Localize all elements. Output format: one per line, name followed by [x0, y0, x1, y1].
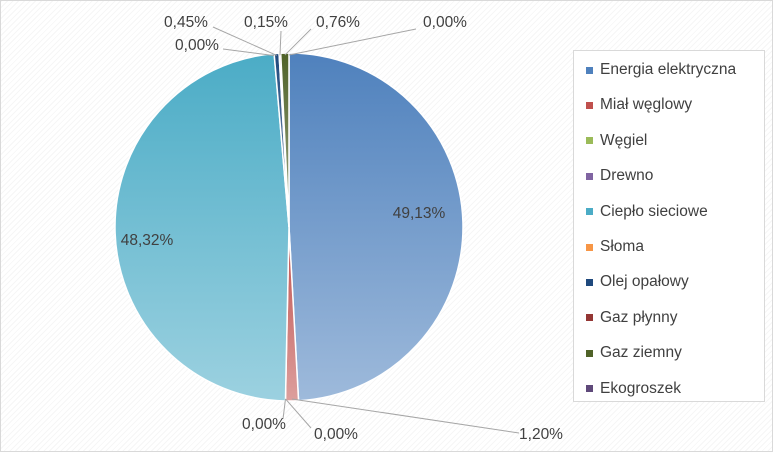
legend-item-mial-weglowy: Miał węglowy — [586, 95, 692, 115]
leader-line-sloma — [222, 48, 275, 57]
legend-label: Węgiel — [600, 131, 648, 149]
legend-swatch — [586, 349, 593, 357]
leader-line-gaz-plynny — [279, 30, 282, 56]
legend-swatch — [586, 101, 593, 109]
data-labels: 49,13% 1,20% 0,00% 0,00% 48,32% 0,00% 0,45% 0,1… — [121, 14, 563, 443]
data-label-ekogroszek: 0,00% — [423, 14, 467, 31]
data-label-gaz-ziemny: 0,76% — [316, 14, 360, 31]
data-label-cieplo-sieciowe: 48,32% — [121, 232, 174, 249]
pie-slice-gaz-ziemny — [279, 52, 290, 228]
legend-item-drewno: Drewno — [586, 166, 653, 186]
legend-swatch — [586, 243, 593, 251]
leader-line-drewno — [282, 398, 286, 420]
legend-label: Słoma — [600, 238, 644, 255]
legend-item-cieplo-sieciowe: Ciepło sieciowe — [586, 202, 708, 222]
legend-item-ekogroszek: Ekogroszek — [586, 379, 681, 399]
legend-swatch — [586, 314, 593, 322]
legend: Energia elektryczna Miał węglowy Węgiel Dre… — [573, 50, 765, 402]
leader-line-wegiel — [285, 398, 312, 429]
legend-item-wegiel: Węgiel — [586, 131, 647, 151]
legend-label: Olej opałowy — [600, 273, 689, 291]
leader-lines — [212, 26, 520, 434]
leader-line-ekogroszek — [288, 28, 417, 56]
legend-item-sloma: Słoma — [586, 237, 644, 257]
pie-slice-cieplo-sieciowe — [114, 52, 290, 402]
legend-swatch — [586, 66, 593, 74]
legend-item-gaz-plynny: Gaz płynny — [586, 308, 678, 328]
leader-line-gaz-ziemny — [284, 28, 312, 56]
legend-item-energia-elektryczna: Energia elektryczna — [586, 60, 736, 80]
data-label-mial-weglowy: 1,20% — [519, 426, 563, 443]
legend-swatch — [586, 208, 593, 216]
legend-label: Energia elektryczna — [600, 61, 737, 78]
legend-label: Gaz ziemny — [600, 344, 682, 362]
data-label-sloma: 0,00% — [175, 37, 219, 54]
legend-label: Ekogroszek — [600, 379, 681, 397]
data-label-olej-opalowy: 0,45% — [164, 14, 208, 31]
data-label-drewno: 0,00% — [242, 416, 286, 433]
leader-line-olej-opalowy — [212, 26, 277, 56]
legend-item-gaz-ziemny: Gaz ziemny — [586, 343, 682, 363]
legend-label: Drewno — [600, 167, 654, 185]
data-label-wegiel: 0,00% — [314, 426, 358, 443]
data-label-energia-elektryczna: 49,13% — [393, 205, 446, 222]
data-label-gaz-plynny: 0,15% — [244, 14, 288, 31]
pie-slices — [114, 52, 464, 402]
legend-label: Ciepło sieciowe — [600, 202, 708, 220]
legend-swatch — [586, 172, 593, 180]
legend-swatch — [586, 278, 593, 286]
legend-item-olej-opalowy: Olej opałowy — [586, 272, 689, 292]
legend-swatch — [586, 385, 593, 393]
legend-label: Gaz płynny — [600, 308, 678, 326]
legend-swatch — [586, 137, 593, 145]
leader-line-mial-weglowy — [291, 398, 520, 434]
pie-slice-energia-elektryczna — [288, 52, 464, 402]
legend-label: Miał węglowy — [600, 96, 693, 114]
